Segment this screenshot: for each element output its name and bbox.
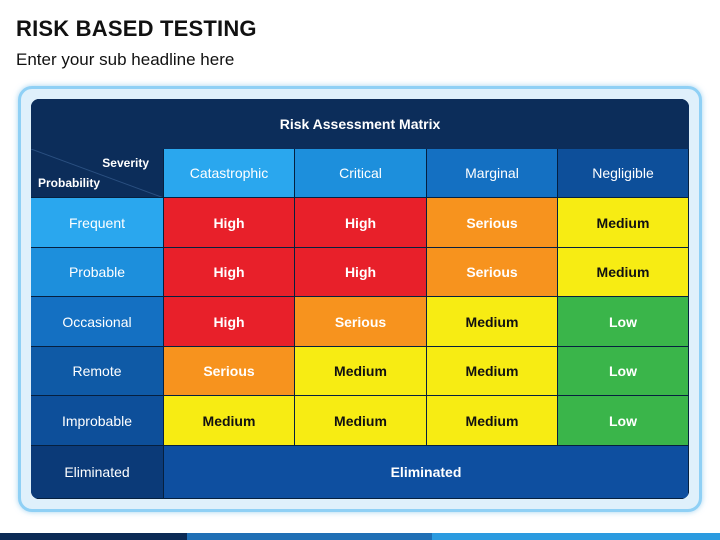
eliminated-merged-cell: Eliminated — [164, 446, 689, 499]
rating-cell: High — [164, 297, 295, 347]
rating-cell: Serious — [164, 347, 295, 396]
rating-cell: Serious — [427, 198, 558, 248]
probability-header-improbable: Improbable — [31, 396, 164, 446]
rating-cell: Low — [558, 396, 689, 446]
corner-diagonal-line — [31, 149, 163, 197]
risk-assessment-matrix: Risk Assessment Matrix Severity Probabil… — [31, 99, 689, 499]
rating-cell: High — [164, 248, 295, 297]
rating-cell: Medium — [427, 297, 558, 347]
slide-subtitle: Enter your sub headline here — [16, 50, 235, 69]
rating-cell: High — [164, 198, 295, 248]
probability-header-eliminated: Eliminated — [31, 446, 164, 499]
severity-axis-label: Severity — [102, 156, 149, 170]
severity-header-critical: Critical — [295, 149, 427, 198]
footer-color-bar — [0, 533, 720, 540]
rating-cell: Medium — [295, 347, 427, 396]
severity-header-negligible: Negligible — [558, 149, 689, 198]
probability-header-frequent: Frequent — [31, 198, 164, 248]
slide-title: RISK BASED TESTING — [16, 16, 257, 41]
rating-cell: Low — [558, 297, 689, 347]
probability-axis-label: Probability — [38, 176, 101, 190]
rating-cell: Medium — [427, 396, 558, 446]
severity-header-marginal: Marginal — [427, 149, 558, 198]
probability-header-probable: Probable — [31, 248, 164, 297]
probability-header-occasional: Occasional — [31, 297, 164, 347]
rating-cell: Serious — [295, 297, 427, 347]
rating-cell: Medium — [295, 396, 427, 446]
probability-header-remote: Remote — [31, 347, 164, 396]
rating-cell: Low — [558, 347, 689, 396]
severity-header-catastrophic: Catastrophic — [164, 149, 295, 198]
matrix-corner-header: Severity Probability — [31, 149, 164, 198]
rating-cell: Medium — [558, 198, 689, 248]
rating-cell: Medium — [427, 347, 558, 396]
rating-cell: High — [295, 248, 427, 297]
matrix-title: Risk Assessment Matrix — [31, 99, 689, 150]
rating-cell: Medium — [558, 248, 689, 297]
rating-cell: Serious — [427, 248, 558, 297]
rating-cell: High — [295, 198, 427, 248]
rating-cell: Medium — [164, 396, 295, 446]
